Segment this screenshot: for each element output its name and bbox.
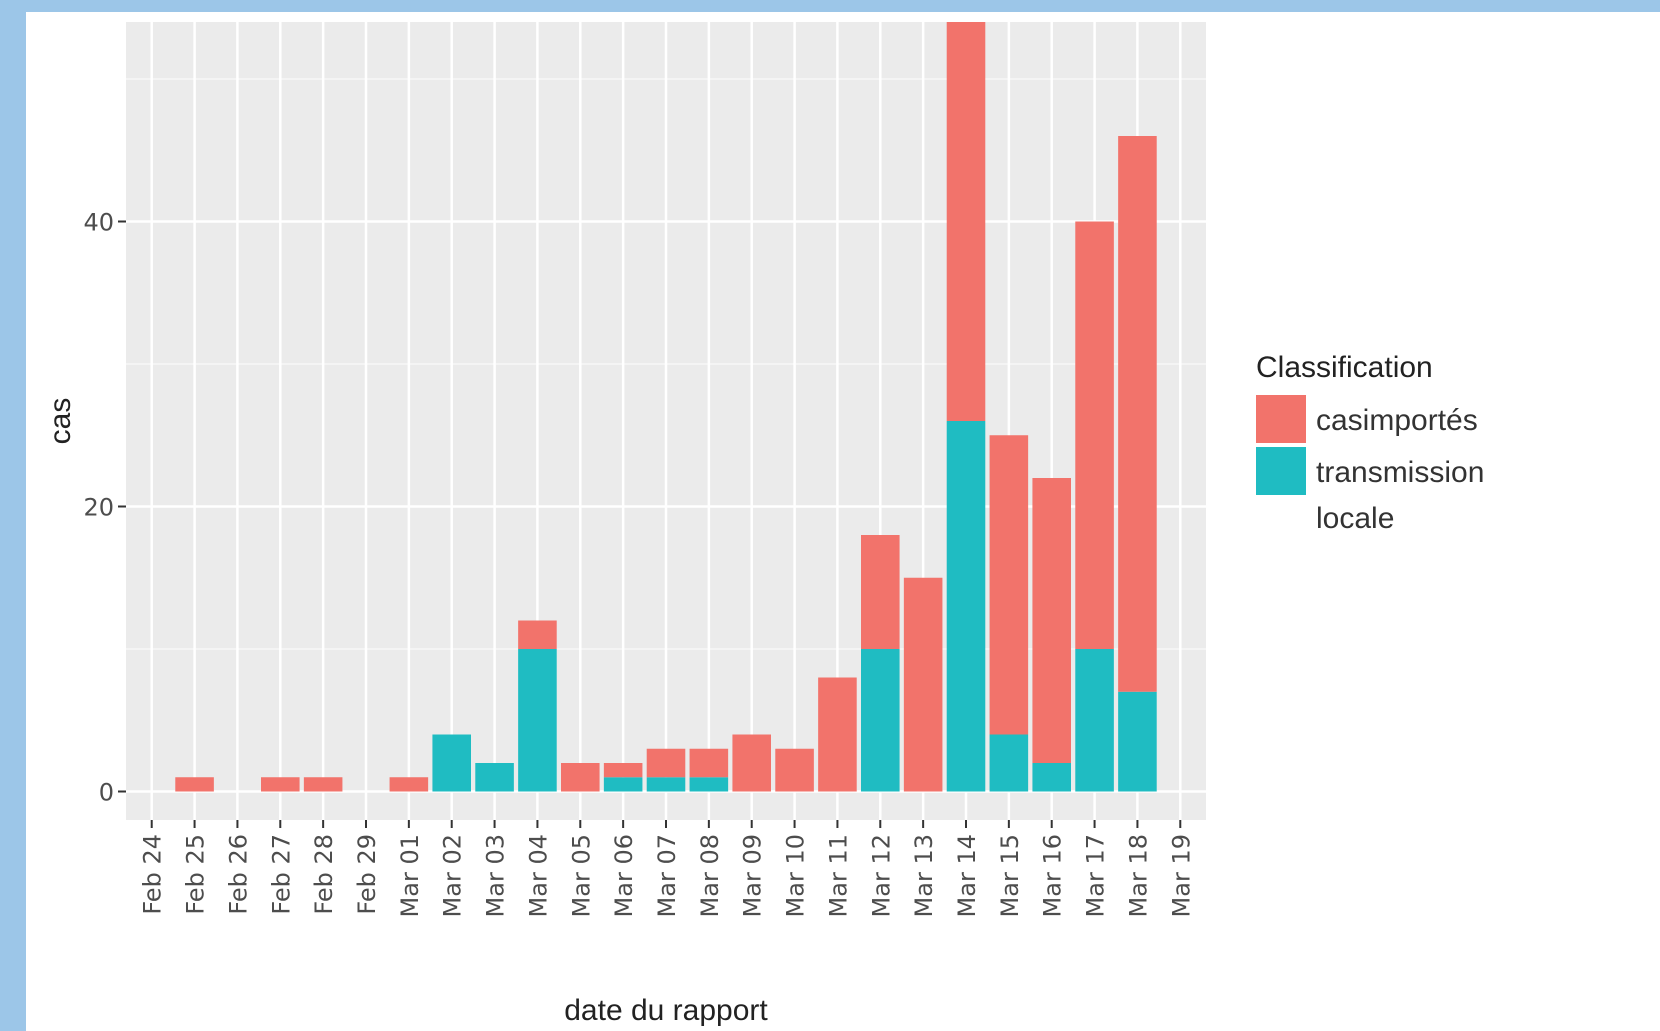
bar-cas-importes [646, 748, 686, 778]
x-tick-label: Feb 27 [267, 834, 295, 915]
bar-cas-importes [903, 577, 943, 792]
x-tick-label: Mar 08 [696, 834, 724, 917]
x-tick-label: Mar 04 [524, 834, 552, 917]
bar-transmission-locale [518, 649, 557, 792]
bar-cas-importes [175, 777, 214, 792]
x-tick-label: Mar 11 [824, 834, 852, 917]
bar-cas-importes [861, 535, 900, 649]
bar-cas-importes [818, 677, 857, 792]
y-tick-label: 20 [83, 494, 114, 522]
bar-transmission-locale [1118, 691, 1157, 792]
x-tick-label: Mar 13 [910, 834, 938, 917]
x-tick-label: Mar 01 [396, 834, 424, 917]
bar-transmission-locale [432, 734, 471, 792]
x-tick-label: Mar 17 [1082, 834, 1110, 917]
x-tick-label: Feb 29 [353, 834, 381, 915]
bar-transmission-locale [603, 777, 643, 792]
x-tick-label: Feb 24 [139, 834, 167, 915]
x-tick-label: Mar 02 [439, 834, 467, 917]
legend-label-transmission-locale: locale [1316, 502, 1394, 535]
x-axis-title: date du rapport [564, 994, 768, 1027]
x-tick-label: Mar 07 [653, 834, 681, 917]
legend-title: Classification [1256, 351, 1433, 384]
bar-cas-importes [518, 620, 557, 649]
bar-transmission-locale [1032, 763, 1071, 792]
bar-cas-importes [989, 435, 1029, 735]
bar-cas-importes [561, 763, 600, 792]
bar-cas-importes [689, 748, 729, 778]
y-tick-label: 40 [83, 209, 114, 237]
bar-cas-importes [1075, 221, 1114, 649]
bar-cas-importes [303, 777, 343, 792]
y-axis-title: cas [44, 398, 77, 445]
bar-transmission-locale [646, 777, 686, 792]
bar-transmission-locale [1075, 649, 1114, 792]
chart-frame: 0 20 40 Feb 24 Feb 25 Feb 26 Feb 27 Feb 28 Feb 2… [26, 12, 1660, 1031]
bar-transmission-locale [689, 777, 729, 792]
x-tick-label: Mar 05 [567, 834, 595, 917]
x-tick-label: Mar 09 [739, 834, 767, 917]
legend-label-transmission-locale: transmission [1316, 456, 1484, 489]
x-tick-label: Feb 28 [310, 834, 338, 915]
legend-label-cas-importes: casimportés [1316, 404, 1478, 437]
y-tick-label: 0 [99, 779, 114, 807]
bar-transmission-locale [861, 649, 900, 792]
legend-key-transmission-locale [1256, 447, 1306, 495]
x-tick-label: Feb 25 [182, 834, 210, 915]
bar-cas-importes [775, 748, 814, 792]
x-tick-label: Feb 26 [224, 834, 252, 915]
x-tick-label: Mar 10 [782, 834, 810, 917]
legend-key-cas-importes [1256, 395, 1306, 443]
x-tick-label: Mar 12 [867, 834, 895, 917]
x-tick-label: Mar 06 [610, 834, 638, 917]
bar-cas-importes [1032, 478, 1071, 763]
x-tick-label: Mar 15 [996, 834, 1024, 917]
bar-transmission-locale [946, 421, 986, 792]
x-tick-label: Mar 19 [1167, 834, 1195, 917]
bar-cas-importes [603, 763, 643, 778]
bar-cas-importes [261, 777, 300, 792]
bar-cas-importes [389, 777, 429, 792]
bar-cas-importes [1118, 136, 1157, 692]
x-tick-label: Mar 16 [1039, 834, 1067, 917]
bar-cas-importes [732, 734, 771, 792]
bar-transmission-locale [989, 734, 1029, 792]
x-tick-label: Mar 14 [953, 834, 981, 917]
bar-transmission-locale [475, 763, 514, 792]
x-tick-label: Mar 03 [482, 834, 510, 917]
bar-cas-importes [946, 22, 986, 421]
x-tick-label: Mar 18 [1124, 834, 1152, 917]
stacked-bar-chart: 0 20 40 Feb 24 Feb 25 Feb 26 Feb 27 Feb 28 Feb 2… [44, 22, 1484, 1027]
